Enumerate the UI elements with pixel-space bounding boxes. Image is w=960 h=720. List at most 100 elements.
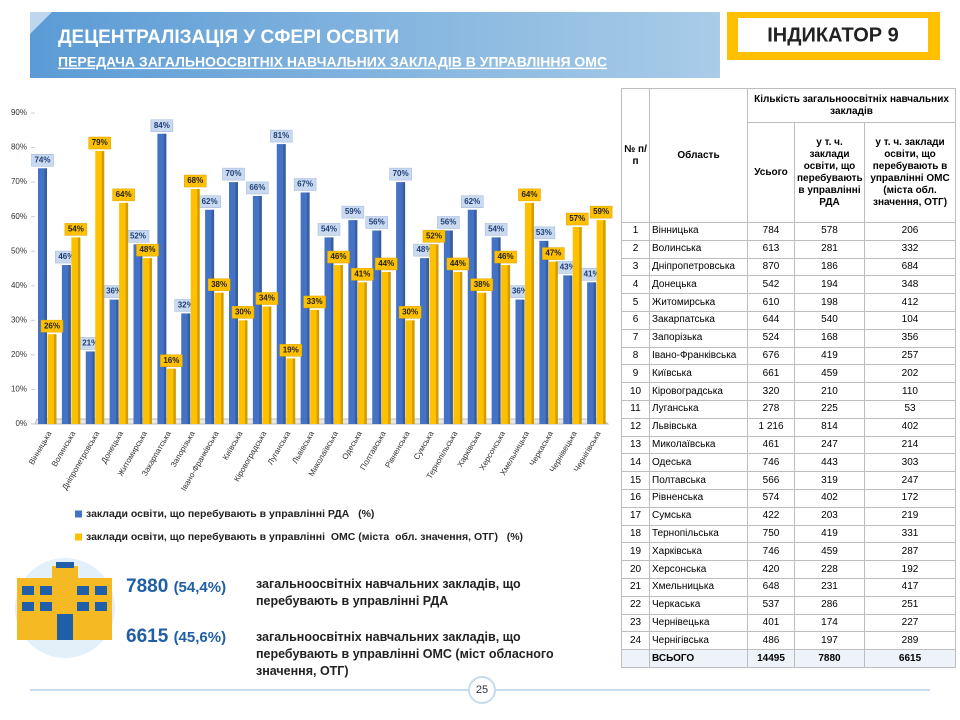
value-label-box [279, 344, 302, 357]
table-cell: 331 [863, 524, 957, 544]
bar [143, 258, 152, 424]
bar-side [187, 313, 191, 424]
table-cell: Дніпропетровська [649, 257, 748, 277]
table-row: 5 Житомирська 610 198 412 [621, 293, 957, 312]
table-row: 14 Одеська 746 443 303 [621, 453, 957, 473]
bar [190, 189, 200, 424]
bar-side [522, 299, 525, 424]
table-cell: 1 [621, 222, 650, 241]
bar [525, 202, 534, 424]
bar [47, 334, 57, 424]
bar-side [593, 282, 597, 424]
value-label-box [494, 250, 517, 264]
table-cell: 684 [863, 257, 957, 277]
table-cell: Сумська [649, 506, 748, 526]
value-label-box [375, 257, 398, 271]
x-tick-label: Вінницька [27, 429, 54, 466]
x-tick-label: Київська [221, 429, 245, 462]
table-cell: 22 [621, 595, 650, 615]
table-cell: Полтавська [649, 471, 748, 490]
bar-side [140, 244, 143, 424]
table-cell: 186 [794, 257, 865, 277]
value-label-box [207, 278, 231, 291]
summary-number: 6615 [126, 626, 169, 647]
table-cell: Рівненська [649, 488, 748, 508]
building-icon [17, 562, 112, 640]
subtitle: ПЕРЕДАЧА ЗАГАЛЬНООСВІТНІХ НАВЧАЛЬНИХ ЗАК… [58, 54, 607, 70]
bar [381, 271, 391, 424]
header-oms: у т. ч. заклади освіти, що перебувають в… [863, 122, 957, 223]
y-tick-label: 0% [15, 419, 27, 428]
table-cell: Черкаська [649, 595, 748, 615]
table-cell: 3 [621, 257, 650, 277]
bar-side [531, 202, 534, 424]
table-cell: 110 [863, 382, 957, 401]
table-cell: 784 [747, 222, 795, 241]
bar-side [388, 271, 391, 424]
table-cell: 419 [794, 346, 865, 366]
table-cell: Луганська [649, 399, 748, 419]
bar [310, 309, 320, 424]
table-cell: Івано-Франківська [649, 346, 748, 366]
bar-side [507, 265, 511, 424]
bar-side [235, 182, 238, 424]
table-row: 22 Черкаська 537 286 251 [621, 595, 957, 615]
bar [477, 292, 487, 424]
table-row: 24 Чернігівська 486 197 289 [621, 631, 957, 651]
bar-side [603, 220, 606, 424]
table-cell: 422 [747, 506, 795, 526]
value-label-box [398, 306, 422, 319]
value-label-box [184, 174, 207, 188]
bar-side [211, 209, 215, 424]
value-label: 38% [474, 280, 490, 289]
y-tick-label: 70% [11, 177, 27, 186]
table-cell: 661 [747, 364, 795, 384]
y-tick-label: 30% [11, 315, 27, 324]
legend-swatch [75, 533, 82, 541]
table-cell: 750 [747, 524, 795, 544]
table-cell: 289 [863, 631, 957, 651]
table-cell: Закарпатська [649, 310, 748, 330]
value-label-box [160, 354, 183, 367]
table-cell: 610 [747, 293, 795, 312]
value-label: 56% [440, 218, 456, 227]
value-label: 68% [187, 176, 203, 185]
table-cell: 12 [621, 417, 650, 437]
bar-side [316, 309, 320, 424]
table-row: 21 Хмельницька 648 231 417 [621, 577, 957, 597]
bar-side [163, 133, 167, 424]
table-cell: ВСЬОГО [649, 649, 748, 668]
value-label: 41% [584, 269, 600, 278]
bar-side [268, 306, 272, 424]
value-label: 33% [307, 297, 323, 306]
bar [420, 258, 429, 424]
table-cell: 24 [621, 631, 650, 651]
summary-value: 7880 (54,4%) [126, 576, 226, 598]
table-cell: 814 [794, 417, 865, 437]
bar-side [125, 202, 129, 424]
x-tick-label: Донецька [99, 429, 125, 465]
value-label-box [112, 188, 135, 202]
value-label-box [518, 188, 541, 202]
table-row: 7 Запорізька 524 168 356 [621, 328, 957, 348]
data-table: № п/п Область Кількість загальноосвітніх… [621, 88, 957, 668]
value-label: 34% [259, 294, 275, 303]
value-label-box [461, 195, 484, 209]
bar-side [483, 292, 487, 424]
value-label: 70% [225, 169, 241, 178]
table-cell [621, 649, 650, 668]
table-cell: Волинська [649, 239, 748, 259]
header-number: № п/п [621, 88, 650, 223]
table-row: 10 Кіровоградська 320 210 110 [621, 382, 957, 401]
bar [229, 182, 238, 424]
value-label: 30% [235, 307, 251, 316]
table-cell: 578 [794, 222, 865, 241]
table-cell: 540 [794, 310, 865, 330]
value-label: 67% [297, 180, 313, 189]
summary-text: загальноосвітніх навчальних закладів, що… [256, 630, 554, 678]
table-row: 12 Львівська 1 216 814 402 [621, 417, 957, 437]
table-cell: 53 [863, 399, 957, 419]
y-tick-label: 80% [11, 143, 27, 152]
x-tick-label: Львівська [290, 429, 316, 465]
table-cell: Тернопільська [649, 524, 748, 544]
